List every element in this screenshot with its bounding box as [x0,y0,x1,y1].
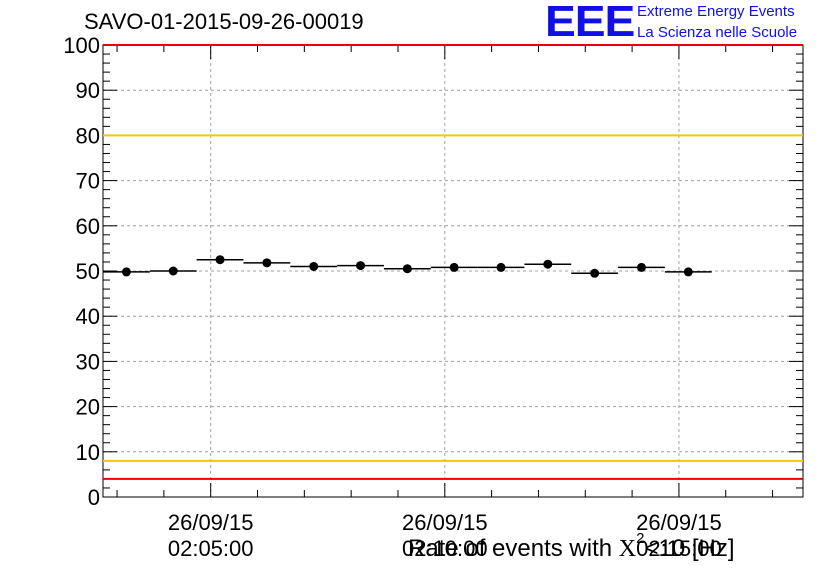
y-tick-label: 50 [76,259,100,284]
y-tick-label: 20 [76,395,100,420]
data-point [449,262,459,272]
x-tick-label-time: 02:05:00 [168,536,254,561]
y-tick-label: 80 [76,123,100,148]
data-point [636,262,646,272]
chart-title: SAVO-01-2015-09-26-00019 [84,9,364,34]
y-tick-label: 40 [76,304,100,329]
y-tick-label: 90 [76,78,100,103]
logo-line-2: La Scienza nelle Scuole [637,24,798,41]
x-axis-label-sup: 2 [636,530,645,547]
data-point [215,255,225,265]
x-tick-label-time: 02:10:00 [402,536,488,561]
data-point [356,261,366,271]
x-tick-label-date: 26/09/15 [168,510,254,535]
x-tick-label-time: 02:15:00 [636,536,722,561]
data-point [543,259,553,269]
y-tick-label: 60 [76,214,100,239]
x-tick-label-date: 26/09/15 [402,510,488,535]
y-tick-label: 10 [76,440,100,465]
y-tick-label: 70 [76,169,100,194]
data-point [262,258,272,268]
data-point [168,266,178,276]
x-axis-label-suffix: <10 [Hz] [644,535,735,562]
data-point [121,267,131,277]
data-point [402,264,412,274]
x-axis-label: Rate of events with X2<10 [Hz] [408,530,735,563]
x-axis-label-chi: X [618,536,637,562]
data-point [590,268,600,278]
y-tick-label: 0 [88,485,100,510]
x-axis-label-prefix: Rate of events with [408,535,619,562]
x-tick-label-date: 26/09/15 [636,510,722,535]
y-tick-label: 30 [76,349,100,374]
data-point [496,262,506,272]
eee-logo: EEE [545,0,635,46]
data-point [309,261,319,271]
y-tick-label: 100 [63,33,100,58]
logo-line-1: Extreme Energy Events [637,3,795,20]
data-point [683,267,693,277]
